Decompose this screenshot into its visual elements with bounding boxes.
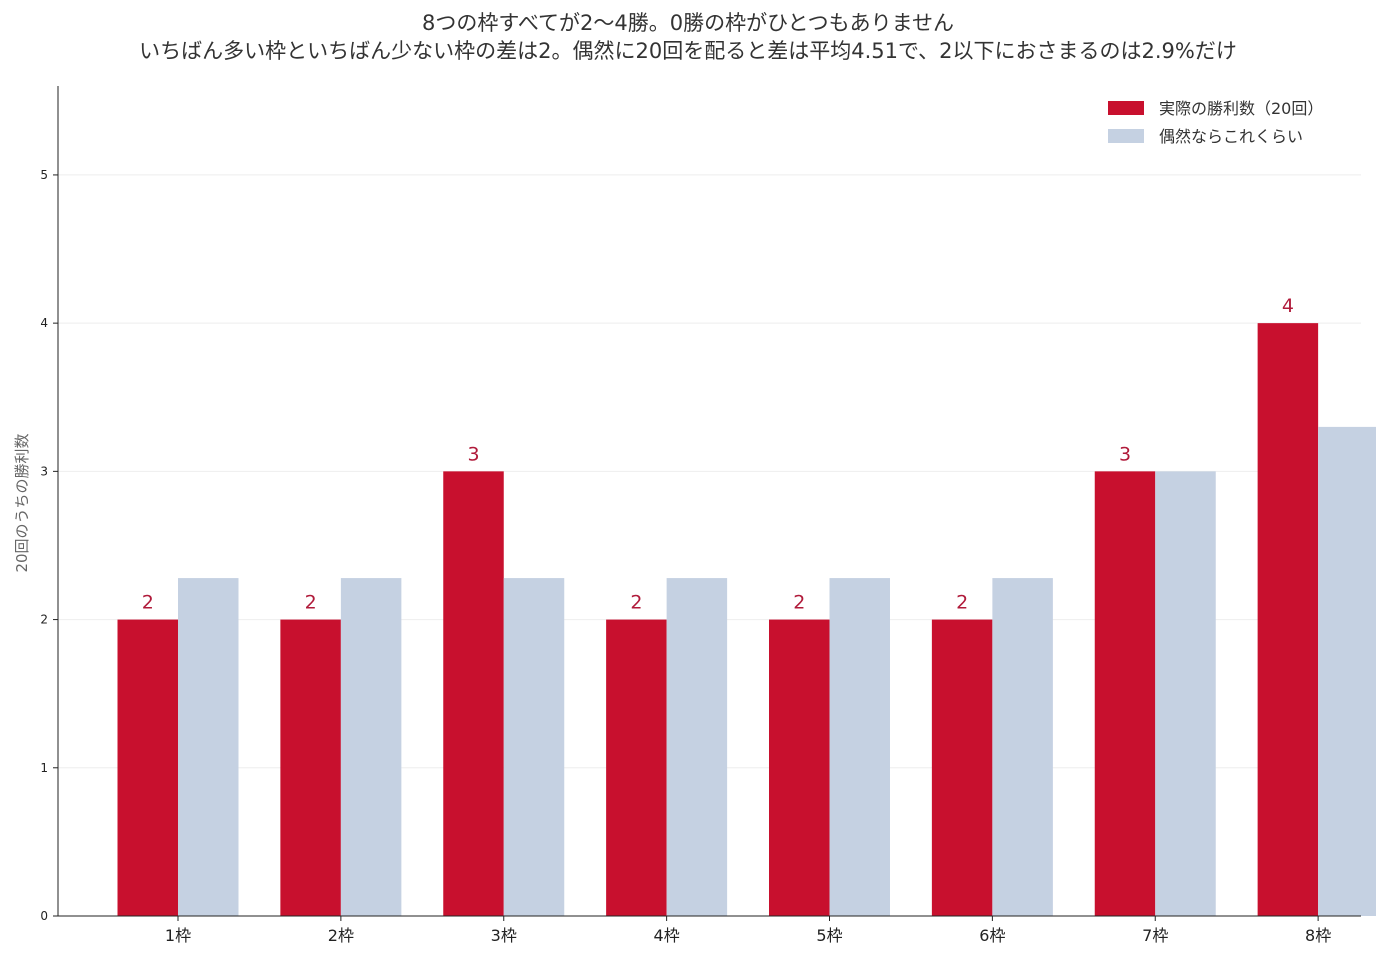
bar-actual [117,619,178,916]
legend-swatch-actual [1108,101,1144,115]
bar-expected [178,578,239,916]
chart-title-line-2: いちばん多い枠といちばん少ない枠の差は2。偶然に20回を配ると差は平均4.51で… [139,39,1237,63]
bar-expected [1155,471,1216,916]
bar-actual [1094,471,1156,916]
value-label-actual: 3 [467,443,479,465]
legend: 実際の勝利数（20回） 偶然ならこれくらい [1108,99,1323,146]
y-tick-label: 5 [40,168,48,182]
y-tick-label: 1 [40,761,48,775]
bar-actual [769,619,830,916]
legend-label-expected: 偶然ならこれくらい [1159,127,1303,146]
chart-title-line-1: 8つの枠すべてが2〜4勝。0勝の枠がひとつもありません [421,11,955,35]
legend-swatch-expected [1108,129,1144,143]
y-tick-label: 4 [40,316,48,330]
bars [117,323,1376,917]
bar-actual [606,619,667,916]
x-tick-label: 7枠 [1142,926,1168,945]
x-axis-ticks: 1枠 2枠 3枠 4枠 5枠 6枠 7枠 8枠 [165,916,1331,945]
x-tick-label: 1枠 [165,926,191,945]
value-label-actual: 4 [1282,295,1294,317]
value-label-actual: 2 [142,592,154,614]
bar-expected [829,578,890,916]
bar-expected [1318,426,1376,916]
y-tick-label: 2 [40,613,48,627]
y-axis-label: 20回のうちの勝利数 [13,433,31,572]
value-label-actual: 2 [956,592,968,614]
legend-label-actual: 実際の勝利数（20回） [1159,99,1323,118]
bar-expected [992,578,1053,916]
value-label-actual: 2 [793,592,805,614]
bar-expected [666,578,728,916]
x-tick-label: 3枠 [491,926,517,945]
bar-actual [280,619,341,916]
x-tick-label: 2枠 [328,926,354,945]
x-tick-label: 8枠 [1305,926,1331,945]
y-tick-label: 0 [40,909,48,923]
bar-expected [503,578,565,916]
x-tick-label: 6枠 [979,926,1005,945]
bar-expected [340,578,402,916]
value-label-actual: 2 [630,592,642,614]
x-tick-label: 4枠 [654,926,680,945]
value-labels: 2 2 3 2 2 2 3 4 [142,295,1294,613]
value-label-actual: 3 [1119,443,1131,465]
x-tick-label: 5枠 [816,926,842,945]
value-label-actual: 2 [305,592,317,614]
bar-actual [443,471,504,916]
y-tick-label: 3 [40,464,48,478]
y-axis-ticks: 0 1 2 3 4 5 [40,168,58,923]
bar-actual [1257,323,1319,917]
axes [57,86,1361,917]
bar-actual [931,619,993,916]
